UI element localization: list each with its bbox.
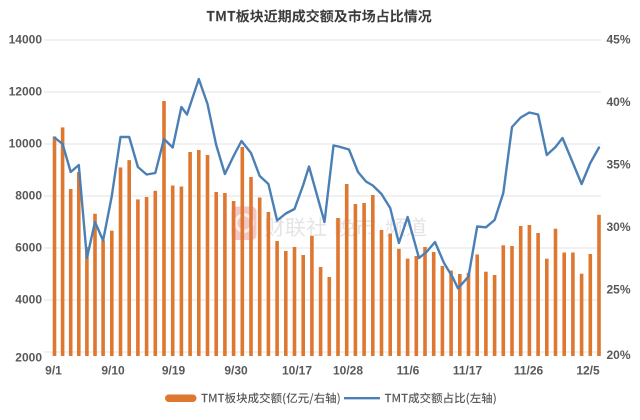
svg-text:9/19: 9/19 (162, 364, 186, 378)
svg-text:11/26: 11/26 (514, 364, 544, 378)
svg-text:10/28: 10/28 (333, 364, 363, 378)
svg-text:11/17: 11/17 (453, 364, 483, 378)
svg-text:20%: 20% (607, 348, 631, 362)
svg-text:2000: 2000 (15, 351, 42, 365)
svg-text:11/6: 11/6 (397, 364, 420, 378)
svg-text:30%: 30% (607, 220, 631, 234)
svg-text:10/17: 10/17 (282, 364, 312, 378)
svg-text:14000: 14000 (9, 33, 43, 47)
svg-text:9/1: 9/1 (45, 364, 62, 378)
svg-text:12000: 12000 (9, 85, 43, 99)
svg-text:8000: 8000 (15, 189, 42, 203)
svg-text:40%: 40% (607, 95, 631, 109)
svg-text:35%: 35% (607, 158, 631, 172)
svg-text:10000: 10000 (9, 137, 43, 151)
svg-text:45%: 45% (607, 33, 631, 47)
svg-text:25%: 25% (607, 282, 631, 296)
svg-text:4000: 4000 (15, 293, 42, 307)
svg-text:12/5: 12/5 (576, 364, 600, 378)
svg-text:9/10: 9/10 (101, 364, 125, 378)
svg-text:9/30: 9/30 (224, 364, 248, 378)
svg-text:6000: 6000 (15, 241, 42, 255)
